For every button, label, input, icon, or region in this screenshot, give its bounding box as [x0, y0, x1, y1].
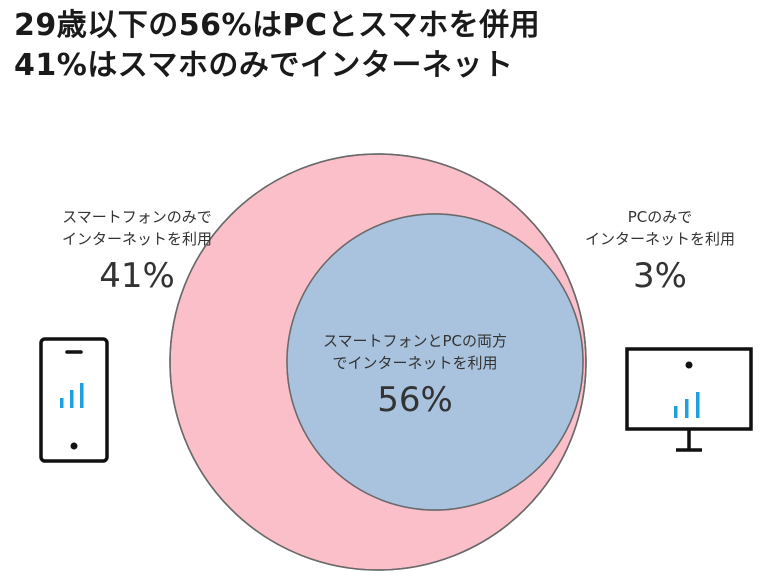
smartphone-circle-outline [169, 153, 587, 571]
overlap-region [287, 214, 583, 510]
smartphone-only-label: スマートフォンのみで インターネットを利用 41% [22, 206, 252, 298]
both-value: 56% [377, 380, 453, 420]
smartphone-bar-3 [80, 383, 84, 408]
monitor-bar-1 [674, 406, 678, 418]
both-line1: スマートフォンとPCの両方 [322, 332, 508, 350]
both-label: スマートフォンとPCの両方 でインターネットを利用 56% [290, 330, 540, 422]
smartphone-only-line2: インターネットを利用 [61, 230, 212, 248]
smartphone-only-value: 41% [99, 256, 175, 296]
both-line2: でインターネットを利用 [332, 354, 498, 372]
pc-only-line2: インターネットを利用 [584, 230, 735, 248]
pc-only-value: 3% [633, 256, 687, 296]
smartphone-bar-2 [70, 390, 74, 408]
monitor-bar-3 [696, 392, 700, 418]
pc-only-label: PCのみで インターネットを利用 3% [562, 206, 758, 298]
monitor-icon [625, 347, 753, 452]
headline-line-1: 29歳以下の56%はPCとスマホを併用 [14, 8, 541, 43]
pc-only-line1: PCのみで [627, 208, 693, 226]
headline-line-2: 41%はスマホのみでインターネット [14, 48, 514, 83]
headline: 29歳以下の56%はPCとスマホを併用 41%はスマホのみでインターネット [14, 6, 540, 86]
pc-circle-outline [286, 213, 584, 511]
smartphone-bar-1 [60, 398, 64, 408]
smartphone-icon [39, 337, 109, 463]
smartphone-only-line1: スマートフォンのみで [62, 208, 212, 226]
monitor-bar-2 [685, 399, 689, 418]
